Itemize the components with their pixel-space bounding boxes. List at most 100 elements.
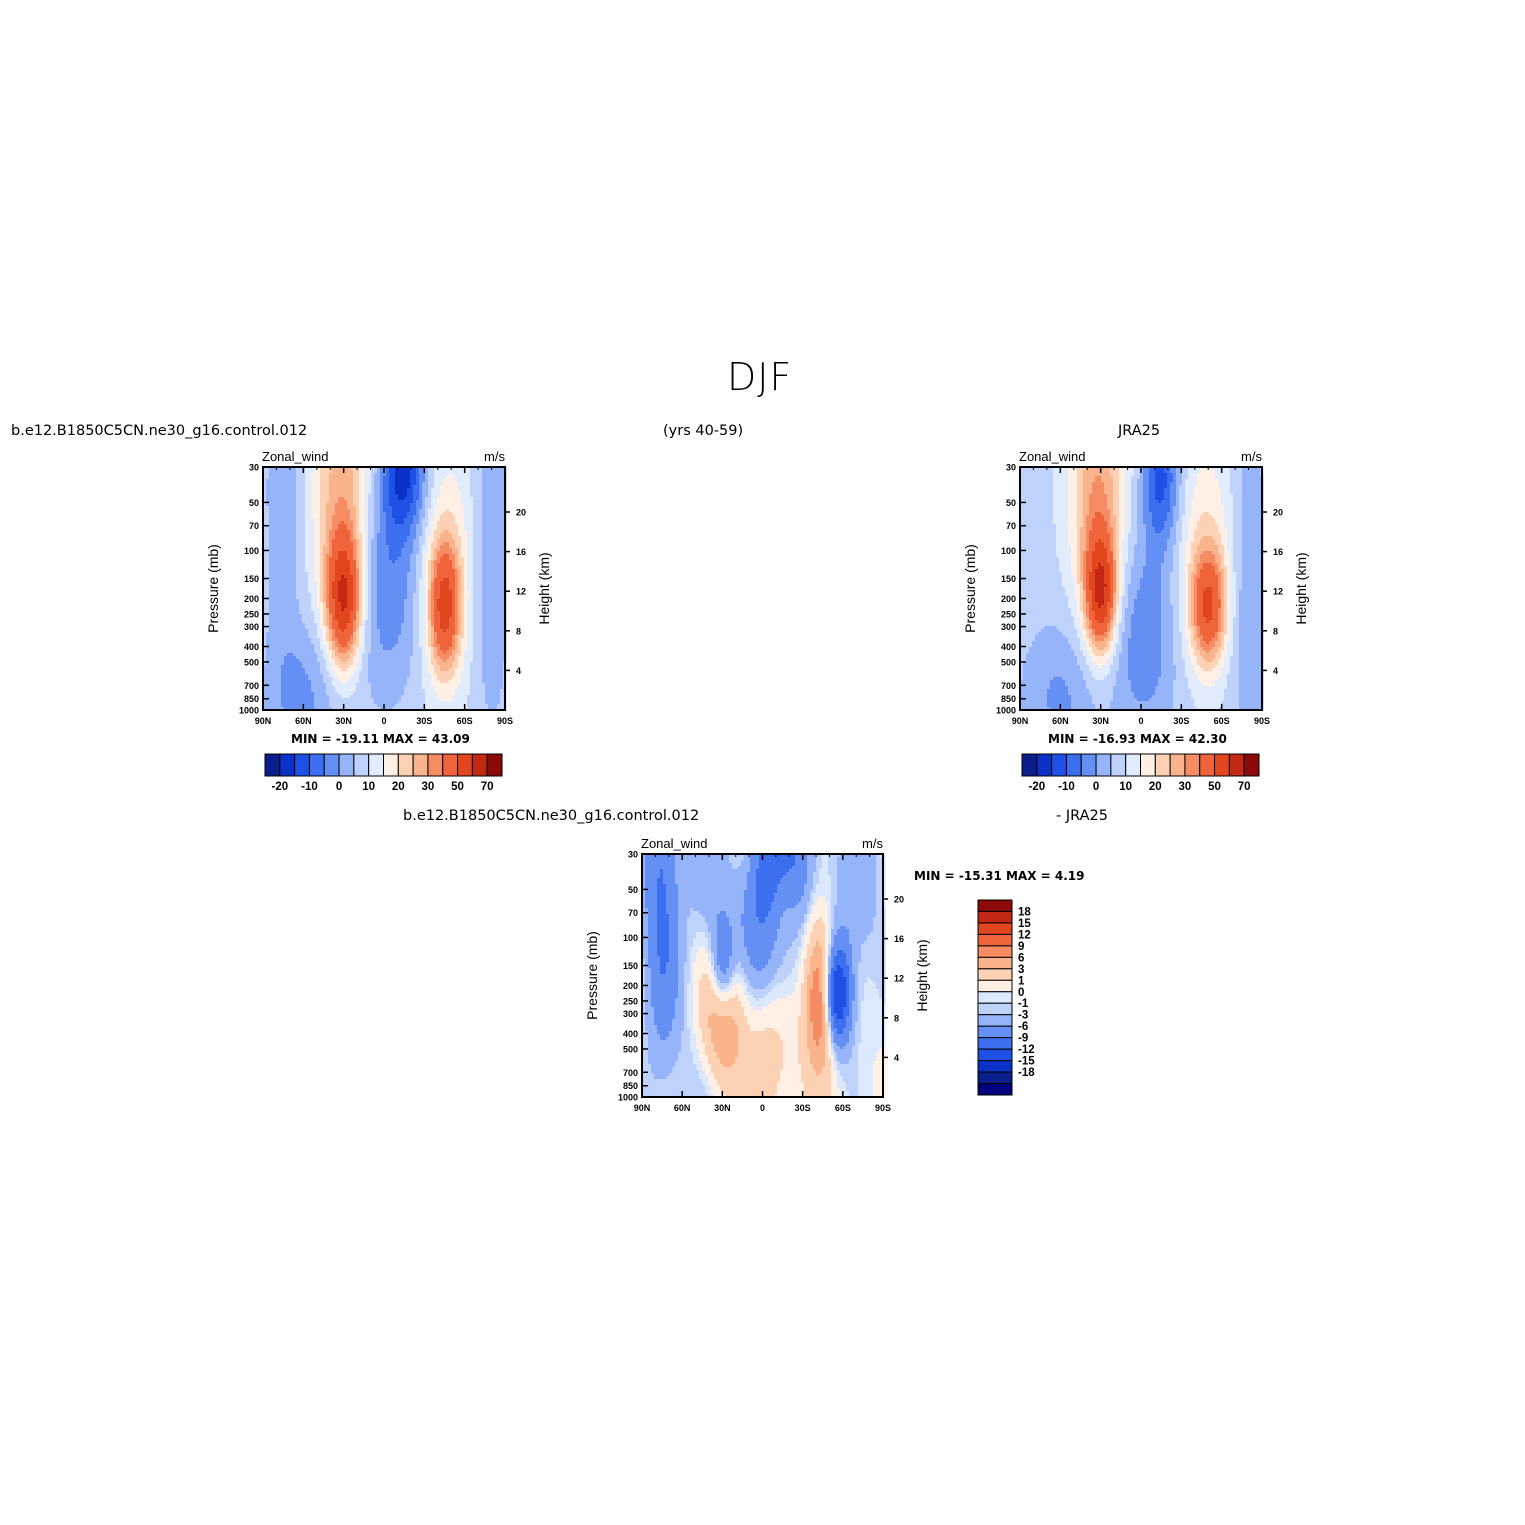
colorbar-swatch bbox=[294, 753, 310, 777]
colorbar-label: -10 bbox=[1058, 781, 1075, 793]
colorbar-swatch bbox=[977, 1002, 1013, 1016]
colorbar-label: -3 bbox=[1018, 1010, 1028, 1022]
colorbar-swatch bbox=[1154, 753, 1171, 777]
panel-obs: Zonal_wind m/s 90N 60N 30N 0 30S 60S 90S 30 50 70 10… bbox=[962, 449, 1309, 793]
colorbar-label: 1 bbox=[1018, 975, 1025, 987]
x-tick-label: 60N bbox=[1052, 716, 1069, 726]
contour-fill bbox=[263, 467, 507, 711]
colorbar-swatch bbox=[1080, 753, 1097, 777]
colorbar-label: 18 bbox=[1018, 906, 1031, 918]
colorbar-label: 3 bbox=[1018, 964, 1024, 976]
y-tick-label: 30 bbox=[628, 850, 638, 860]
x-tick-label: 0 bbox=[381, 716, 386, 726]
y-tick-label: 700 bbox=[623, 1068, 638, 1078]
y-tick-label: 70 bbox=[249, 521, 259, 531]
y-tick-label: 30 bbox=[1006, 463, 1016, 473]
colorbar-label: 0 bbox=[336, 781, 342, 793]
colorbar-swatch bbox=[264, 753, 281, 777]
colorbar-swatch bbox=[427, 753, 444, 777]
colorbar-label: 9 bbox=[1018, 941, 1024, 953]
colorbar: -20 -10 0 10 20 30 50 70 bbox=[264, 753, 503, 793]
colorbar-label: 15 bbox=[1018, 918, 1031, 930]
colorbar-swatch bbox=[1140, 753, 1156, 777]
y-tick-label: 500 bbox=[1001, 657, 1016, 667]
x-tick-label: 30S bbox=[416, 716, 432, 726]
colorbar-swatch bbox=[1184, 753, 1201, 777]
colorbar-label: -6 bbox=[1018, 1021, 1028, 1033]
y-tick-label: 100 bbox=[623, 933, 638, 943]
colorbar-label: 50 bbox=[451, 781, 464, 793]
y-tick-label: 100 bbox=[1001, 546, 1016, 556]
colorbar-swatch bbox=[977, 956, 1013, 970]
colorbar-swatch bbox=[353, 753, 370, 777]
y-tick-label: 400 bbox=[1001, 642, 1016, 652]
colorbar-swatch bbox=[1169, 753, 1186, 777]
colorbar-swatch bbox=[338, 753, 355, 777]
x-tick-label: 90S bbox=[497, 716, 513, 726]
y-right-tick-label: 16 bbox=[1273, 547, 1283, 557]
colorbar-swatch bbox=[1199, 753, 1216, 777]
y-tick-label: 250 bbox=[1001, 609, 1016, 619]
colorbar-swatch bbox=[1036, 753, 1053, 777]
colorbar-swatch bbox=[457, 753, 473, 777]
colorbar-label: -15 bbox=[1018, 1056, 1035, 1068]
colorbar-swatch bbox=[323, 753, 340, 777]
colorbar-swatch bbox=[977, 968, 1013, 981]
y-right-tick-label: 12 bbox=[516, 587, 526, 597]
y-tick-label: 850 bbox=[623, 1081, 638, 1091]
y-tick-label: 400 bbox=[244, 642, 259, 652]
y-tick-label: 400 bbox=[623, 1029, 638, 1039]
y-tick-label: 250 bbox=[244, 609, 259, 619]
panel-model: Zonal_wind m/s 90N 60N 30N 0 30S 60S 90S 30 50 70 10… bbox=[205, 449, 552, 793]
x-tick-label: 0 bbox=[1138, 716, 1143, 726]
y-right-tick-label: 8 bbox=[1273, 626, 1278, 636]
y-tick-label: 100 bbox=[244, 546, 259, 556]
diff-model-label: b.e12.B1850C5CN.ne30_g16.control.012 bbox=[403, 808, 699, 824]
colorbar-label: 30 bbox=[422, 781, 435, 793]
colorbar-swatch bbox=[471, 753, 488, 777]
y-tick-label: 70 bbox=[628, 908, 638, 918]
x-tick-label: 30N bbox=[1092, 716, 1109, 726]
model-label: b.e12.B1850C5CN.ne30_g16.control.012 bbox=[11, 423, 307, 439]
y-tick-label: 150 bbox=[244, 574, 259, 584]
x-tick-label: 60N bbox=[674, 1103, 691, 1113]
colorbar-label: 6 bbox=[1018, 952, 1024, 964]
colorbar-swatch bbox=[1095, 753, 1112, 777]
y-tick-label: 250 bbox=[623, 996, 638, 1006]
colorbar-swatch bbox=[977, 979, 1013, 993]
y-axis-title-right: Height (km) bbox=[536, 552, 552, 624]
y-right-tick-label: 20 bbox=[516, 508, 526, 518]
colorbar-swatch bbox=[977, 910, 1013, 924]
y-right-tick-label: 16 bbox=[516, 547, 526, 557]
y-tick-label: 50 bbox=[628, 885, 638, 895]
y-tick-label: 850 bbox=[1001, 694, 1016, 704]
y-tick-label: 70 bbox=[1006, 521, 1016, 531]
y-axis-title: Pressure (mb) bbox=[205, 544, 221, 633]
y-tick-label: 500 bbox=[244, 657, 259, 667]
y-right-tick-label: 4 bbox=[894, 1053, 899, 1063]
colorbar-swatch bbox=[1243, 753, 1260, 777]
y-tick-label: 300 bbox=[244, 622, 259, 632]
colorbar-swatch bbox=[977, 991, 1013, 1004]
colorbar-swatch bbox=[1214, 753, 1230, 777]
y-right-tick-label: 16 bbox=[894, 934, 904, 944]
colorbar-swatch bbox=[977, 1071, 1013, 1085]
colorbar-label: -10 bbox=[301, 781, 318, 793]
diff-obs-label: - JRA25 bbox=[1056, 808, 1108, 824]
x-tick-label: 30S bbox=[795, 1103, 811, 1113]
main-title: DJF bbox=[727, 355, 792, 399]
colorbar-swatch bbox=[1051, 753, 1067, 777]
colorbar-label: 20 bbox=[1149, 781, 1162, 793]
colorbar-swatch bbox=[977, 933, 1013, 947]
colorbar-swatch bbox=[977, 1083, 1013, 1096]
y-tick-label: 1000 bbox=[239, 706, 259, 716]
obs-stats: MIN = -16.93 MAX = 42.30 bbox=[1048, 732, 1227, 746]
y-tick-label: 30 bbox=[249, 463, 259, 473]
y-tick-label: 200 bbox=[623, 981, 638, 991]
y-tick-label: 1000 bbox=[618, 1093, 638, 1103]
colorbar-swatch bbox=[977, 945, 1013, 958]
colorbar-swatch bbox=[368, 753, 384, 777]
obs-label: JRA25 bbox=[1118, 423, 1160, 439]
